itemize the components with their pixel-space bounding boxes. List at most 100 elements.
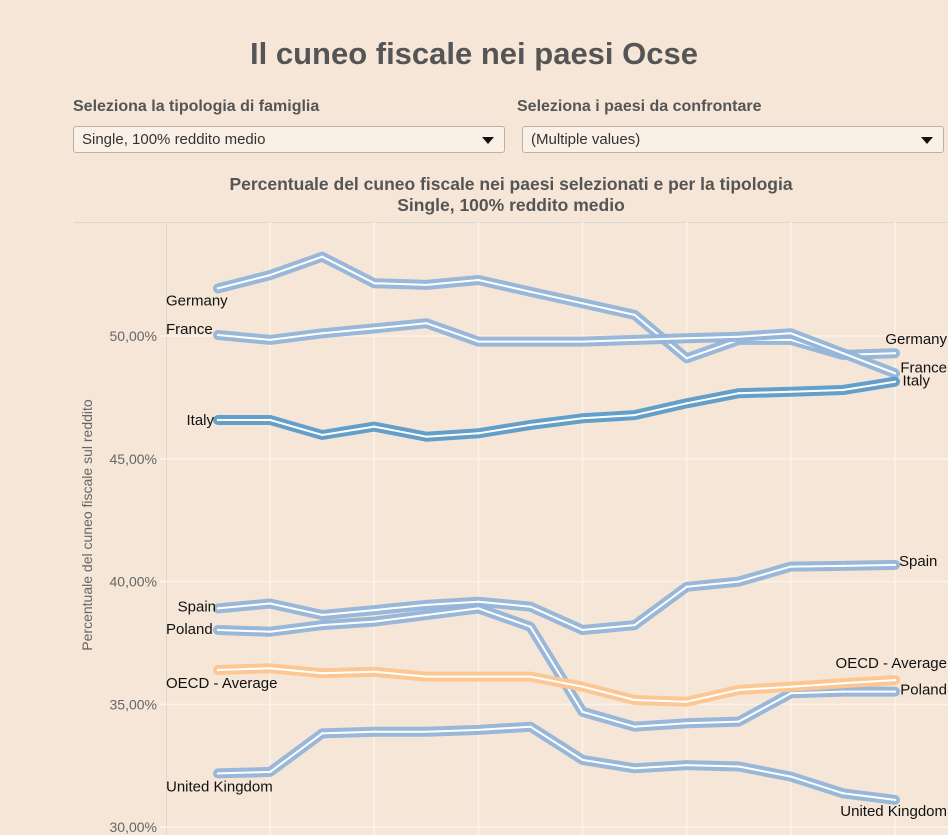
series-germany[interactable] — [213, 251, 900, 364]
data-point-poland[interactable] — [581, 710, 584, 713]
data-point-spain[interactable] — [477, 600, 480, 603]
data-point-poland[interactable] — [893, 690, 897, 693]
data-point-united-kingdom[interactable] — [685, 763, 688, 767]
data-point-italy[interactable] — [373, 425, 376, 428]
data-point-germany[interactable] — [685, 357, 688, 360]
data-point-italy[interactable] — [893, 380, 897, 383]
series-line-united-kingdom[interactable] — [213, 721, 900, 805]
data-point-poland[interactable] — [216, 628, 220, 632]
data-point-united-kingdom[interactable] — [216, 772, 220, 775]
data-point-italy[interactable] — [320, 433, 324, 437]
data-point-spain[interactable] — [633, 623, 636, 627]
series-united-kingdom[interactable] — [213, 721, 900, 805]
data-point-spain[interactable] — [216, 607, 220, 610]
data-point-united-kingdom[interactable] — [529, 725, 532, 728]
data-point-united-kingdom[interactable] — [425, 730, 428, 733]
data-point-germany[interactable] — [529, 290, 532, 293]
data-point-germany[interactable] — [216, 287, 220, 290]
data-point-italy[interactable] — [685, 402, 688, 405]
data-point-poland[interactable] — [373, 620, 376, 623]
data-point-united-kingdom[interactable] — [373, 730, 376, 733]
data-point-united-kingdom[interactable] — [737, 765, 740, 768]
data-point-poland[interactable] — [789, 692, 793, 695]
data-point-poland[interactable] — [320, 623, 324, 627]
data-point-germany[interactable] — [425, 283, 428, 287]
data-point-spain[interactable] — [737, 580, 740, 583]
data-point-oecd-average[interactable] — [633, 698, 636, 702]
data-point-united-kingdom[interactable] — [841, 792, 845, 795]
data-point-poland[interactable] — [529, 625, 532, 628]
data-point-france[interactable] — [373, 327, 376, 330]
data-point-italy[interactable] — [789, 390, 793, 393]
data-point-united-kingdom[interactable] — [633, 767, 636, 770]
data-point-poland[interactable] — [841, 690, 845, 693]
data-point-spain[interactable] — [373, 608, 376, 612]
data-point-united-kingdom[interactable] — [477, 728, 480, 732]
data-point-oecd-average[interactable] — [320, 672, 324, 675]
data-point-spain[interactable] — [841, 564, 845, 568]
series-line-spain[interactable] — [213, 559, 900, 635]
data-point-italy[interactable] — [841, 388, 845, 392]
data-point-poland[interactable] — [737, 720, 740, 723]
data-point-italy[interactable] — [477, 432, 480, 435]
data-point-france[interactable] — [320, 332, 324, 335]
data-point-oecd-average[interactable] — [529, 675, 532, 678]
data-point-united-kingdom[interactable] — [320, 732, 324, 735]
data-point-oecd-average[interactable] — [216, 668, 220, 672]
data-point-oecd-average[interactable] — [893, 678, 897, 682]
series-poland[interactable] — [213, 603, 900, 732]
data-point-germany[interactable] — [320, 255, 324, 258]
data-point-france[interactable] — [633, 338, 636, 342]
data-point-italy[interactable] — [425, 435, 428, 438]
data-point-spain[interactable] — [320, 613, 324, 617]
data-point-italy[interactable] — [529, 423, 532, 427]
data-point-oecd-average[interactable] — [268, 667, 272, 670]
data-point-spain[interactable] — [268, 602, 272, 605]
series-oecd-average[interactable] — [213, 663, 900, 707]
countries-dropdown[interactable]: (Multiple values) — [522, 126, 944, 153]
series-line-italy[interactable] — [213, 376, 900, 442]
data-point-oecd-average[interactable] — [373, 670, 376, 673]
data-point-germany[interactable] — [789, 338, 793, 342]
data-point-spain[interactable] — [893, 563, 897, 567]
data-point-spain[interactable] — [581, 628, 584, 632]
data-point-oecd-average[interactable] — [425, 675, 428, 678]
data-point-oecd-average[interactable] — [841, 682, 845, 685]
data-point-poland[interactable] — [268, 630, 272, 633]
series-italy[interactable] — [213, 376, 900, 442]
data-point-france[interactable] — [893, 372, 897, 375]
series-france[interactable] — [213, 318, 900, 379]
data-point-italy[interactable] — [581, 417, 584, 420]
data-point-united-kingdom[interactable] — [581, 758, 584, 762]
data-point-poland[interactable] — [633, 725, 636, 728]
data-point-united-kingdom[interactable] — [268, 770, 272, 774]
data-point-france[interactable] — [529, 340, 532, 343]
data-point-oecd-average[interactable] — [737, 688, 740, 692]
data-point-spain[interactable] — [685, 585, 688, 588]
data-point-poland[interactable] — [477, 607, 480, 610]
data-point-spain[interactable] — [529, 605, 532, 608]
data-point-france[interactable] — [581, 340, 584, 343]
series-spain[interactable] — [213, 559, 900, 635]
data-point-oecd-average[interactable] — [477, 675, 480, 678]
data-point-france[interactable] — [425, 322, 428, 325]
data-point-poland[interactable] — [685, 722, 688, 725]
data-point-germany[interactable] — [633, 313, 636, 317]
data-point-france[interactable] — [477, 340, 480, 343]
data-point-oecd-average[interactable] — [685, 700, 688, 703]
data-point-france[interactable] — [268, 338, 272, 342]
data-point-italy[interactable] — [633, 413, 636, 417]
data-point-france[interactable] — [789, 332, 793, 335]
data-point-france[interactable] — [216, 333, 220, 337]
data-point-france[interactable] — [841, 351, 845, 355]
data-point-poland[interactable] — [425, 613, 428, 617]
data-point-germany[interactable] — [893, 351, 897, 355]
data-point-united-kingdom[interactable] — [789, 775, 793, 778]
data-point-spain[interactable] — [425, 603, 428, 607]
data-point-germany[interactable] — [477, 278, 480, 282]
data-point-italy[interactable] — [216, 418, 220, 422]
data-point-oecd-average[interactable] — [789, 685, 793, 688]
series-line-france[interactable] — [213, 318, 900, 379]
data-point-germany[interactable] — [373, 281, 376, 285]
data-point-italy[interactable] — [268, 418, 272, 422]
